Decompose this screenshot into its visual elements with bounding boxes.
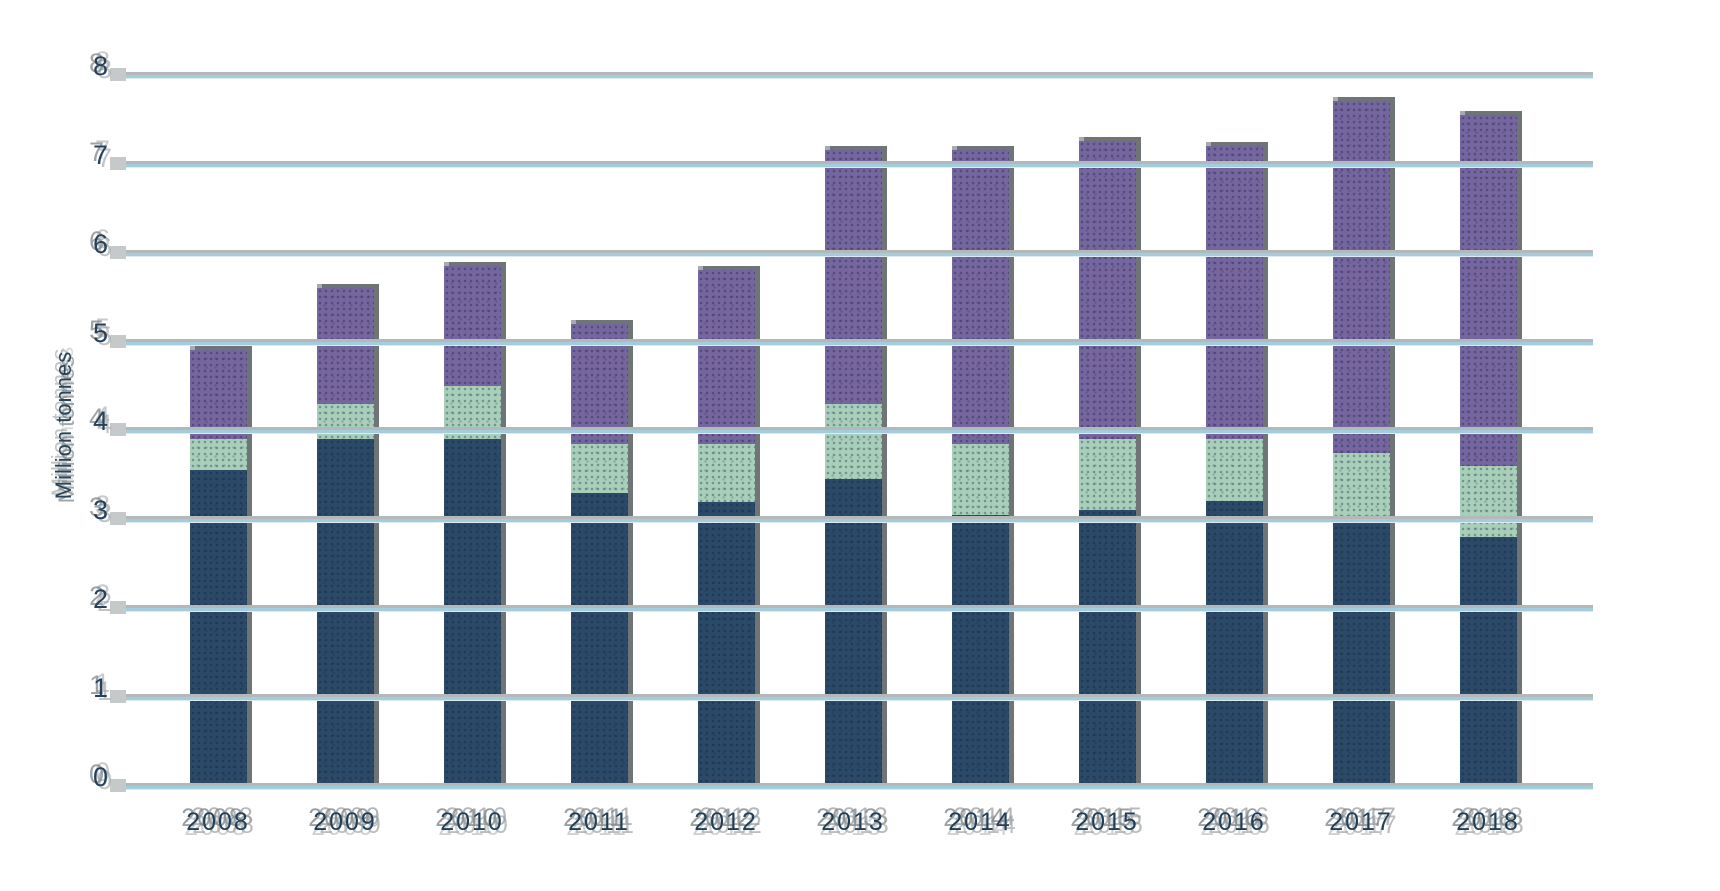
bar-2015-top-segment-purple [1078,141,1136,440]
y-tick-label-7: 7 [92,139,108,170]
bar-2010-top-segment-purple [443,265,501,386]
bar-2011-middle-segment-green [570,443,628,493]
bar-2016-middle-segment-green [1205,439,1263,502]
bar-2012-top-segment-purple [697,270,755,444]
y-tick-label-3: 3 [92,495,108,526]
bar-2014 [951,150,1009,790]
gridline-1 [110,690,1593,704]
bar-2017-middle-segment-green [1332,452,1390,520]
x-tick-label-2014: 2014 [948,808,1012,836]
bar-2013-top-segment-purple [824,150,882,404]
bar-2015-middle-segment-green [1078,439,1136,511]
gridline-lead-block [110,601,126,615]
x-tick-label-2010: 2010 [440,808,504,836]
bar-2010-bottom-segment-dark-blue [443,439,501,790]
x-tick-label-2008: 2008 [186,808,250,836]
gridline-7 [110,156,1593,170]
y-tick-label-2: 2 [92,584,108,615]
gridline-lead-block [110,423,126,437]
bar-2016-bottom-segment-dark-blue [1205,501,1263,790]
bar-2011 [570,323,628,790]
bar-2008-middle-segment-green [189,439,247,471]
x-tick-label-2011: 2011 [568,808,630,836]
gridline-lead-block [110,779,126,792]
bar-2013-middle-segment-green [824,403,882,480]
gridline-lead-block [110,245,126,259]
y-tick-label-0: 0 [92,762,108,792]
gridline-6 [110,245,1593,259]
gridline-lead-block [110,334,126,348]
gridline-lead-block [110,512,126,526]
gridline-lead-block [110,67,126,81]
bar-2008-top-segment-purple [189,350,247,440]
x-tick-label-2013: 2013 [821,808,885,836]
bar-2017-bottom-segment-dark-blue [1332,519,1390,790]
gridline-4 [110,423,1593,437]
gridline-3 [110,512,1593,526]
bar-2009 [316,288,374,790]
bar-2014-middle-segment-green [951,443,1009,515]
bar-2016-top-segment-purple [1205,145,1263,440]
x-tick-label-2017: 2017 [1329,808,1393,836]
bar-2013-bottom-segment-dark-blue [824,479,882,790]
y-tick-label-5: 5 [92,317,108,348]
bar-2018 [1459,114,1517,790]
bar-2012 [697,270,755,790]
bar-2014-bottom-segment-dark-blue [951,514,1009,790]
x-tick-label-2015: 2015 [1075,808,1139,836]
y-tick-label-6: 6 [92,228,108,259]
bar-2017-top-segment-purple [1332,101,1390,453]
y-tick-label-8: 8 [92,50,108,81]
x-tick-label-2012: 2012 [694,808,758,836]
bar-2015 [1078,141,1136,790]
bar-2008 [189,350,247,790]
x-tick-label-2016: 2016 [1202,808,1266,836]
bar-2018-middle-segment-green [1459,465,1517,538]
bar-2008-bottom-segment-dark-blue [189,470,247,790]
gridline-8 [110,67,1593,81]
y-tick-label-4: 4 [92,406,108,437]
bar-2009-bottom-segment-dark-blue [316,439,374,790]
bar-2012-middle-segment-green [697,443,755,502]
gridline-0 [110,779,1593,792]
bar-2015-bottom-segment-dark-blue [1078,510,1136,790]
bar-2011-bottom-segment-dark-blue [570,492,628,790]
x-tick-label-2009: 2009 [313,808,377,836]
bar-2012-bottom-segment-dark-blue [697,501,755,790]
gridline-5 [110,334,1593,348]
bar-2018-top-segment-purple [1459,114,1517,466]
gridline-2 [110,601,1593,615]
bar-2010 [443,265,501,790]
gridline-lead-block [110,156,126,170]
bar-2009-top-segment-purple [316,288,374,404]
bar-2013 [824,150,882,790]
bar-2018-bottom-segment-dark-blue [1459,537,1517,790]
bar-2017 [1332,101,1390,790]
bar-2014-top-segment-purple [951,150,1009,444]
x-tick-label-2018: 2018 [1456,808,1520,836]
bar-2016 [1205,145,1263,790]
gridline-lead-block [110,690,126,704]
y-tick-label-1: 1 [92,673,108,704]
